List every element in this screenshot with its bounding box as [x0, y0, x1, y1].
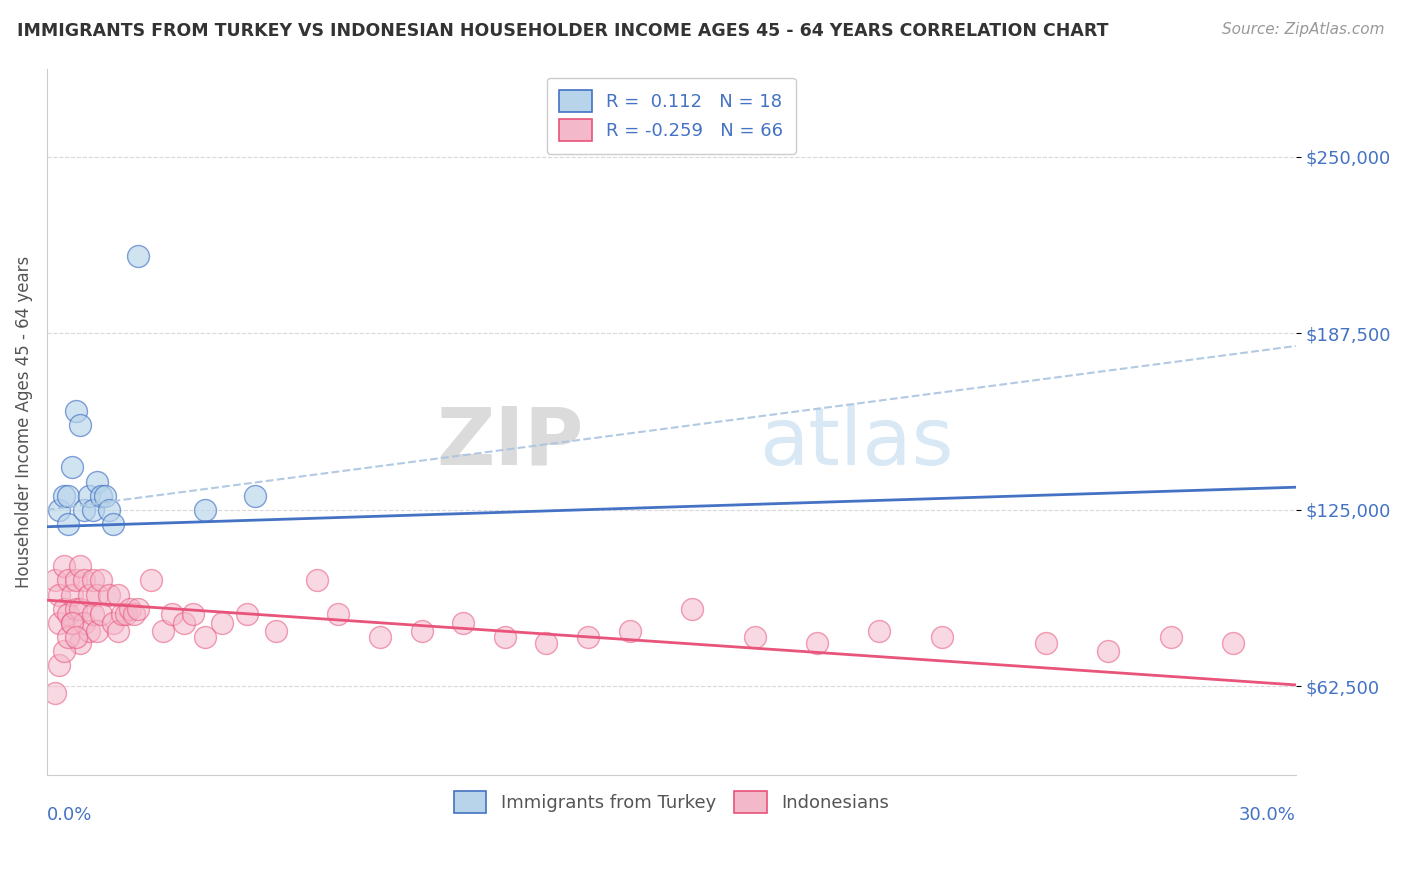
Point — [494, 630, 516, 644]
Point — [73, 615, 96, 630]
Point — [98, 503, 121, 517]
Point — [411, 624, 433, 639]
Point — [124, 607, 146, 622]
Point — [127, 601, 149, 615]
Point — [1097, 644, 1119, 658]
Point — [77, 624, 100, 639]
Point — [65, 601, 87, 615]
Point — [1035, 635, 1057, 649]
Point — [111, 607, 134, 622]
Point — [44, 686, 66, 700]
Point — [77, 588, 100, 602]
Point — [56, 607, 79, 622]
Text: 0.0%: 0.0% — [46, 806, 93, 824]
Point — [60, 460, 83, 475]
Point — [90, 574, 112, 588]
Point — [82, 607, 104, 622]
Point — [160, 607, 183, 622]
Point — [69, 418, 91, 433]
Point — [65, 404, 87, 418]
Point — [48, 588, 70, 602]
Point — [56, 489, 79, 503]
Legend: Immigrants from Turkey, Indonesians: Immigrants from Turkey, Indonesians — [444, 782, 898, 822]
Point — [69, 635, 91, 649]
Point — [181, 607, 204, 622]
Point — [65, 630, 87, 644]
Point — [127, 249, 149, 263]
Point — [69, 559, 91, 574]
Point — [243, 489, 266, 503]
Point — [681, 601, 703, 615]
Point — [65, 574, 87, 588]
Point — [52, 559, 75, 574]
Point — [103, 516, 125, 531]
Point — [115, 607, 138, 622]
Point — [1222, 635, 1244, 649]
Point — [60, 588, 83, 602]
Point — [86, 588, 108, 602]
Point — [86, 475, 108, 489]
Point — [619, 624, 641, 639]
Point — [52, 644, 75, 658]
Point — [52, 601, 75, 615]
Point — [52, 489, 75, 503]
Point — [194, 503, 217, 517]
Point — [56, 574, 79, 588]
Point — [139, 574, 162, 588]
Point — [86, 624, 108, 639]
Point — [48, 658, 70, 673]
Point — [56, 516, 79, 531]
Point — [69, 601, 91, 615]
Point — [194, 630, 217, 644]
Y-axis label: Householder Income Ages 45 - 64 years: Householder Income Ages 45 - 64 years — [15, 255, 32, 588]
Point — [103, 615, 125, 630]
Text: Source: ZipAtlas.com: Source: ZipAtlas.com — [1222, 22, 1385, 37]
Text: ZIP: ZIP — [437, 404, 583, 482]
Point — [328, 607, 350, 622]
Text: IMMIGRANTS FROM TURKEY VS INDONESIAN HOUSEHOLDER INCOME AGES 45 - 64 YEARS CORRE: IMMIGRANTS FROM TURKEY VS INDONESIAN HOU… — [17, 22, 1108, 40]
Point — [931, 630, 953, 644]
Point — [48, 503, 70, 517]
Point — [82, 574, 104, 588]
Point — [264, 624, 287, 639]
Point — [94, 489, 117, 503]
Point — [60, 615, 83, 630]
Point — [82, 503, 104, 517]
Point — [307, 574, 329, 588]
Point — [536, 635, 558, 649]
Point — [56, 630, 79, 644]
Point — [869, 624, 891, 639]
Point — [368, 630, 391, 644]
Point — [73, 503, 96, 517]
Point — [806, 635, 828, 649]
Point — [44, 574, 66, 588]
Text: 30.0%: 30.0% — [1239, 806, 1296, 824]
Point — [73, 574, 96, 588]
Point — [173, 615, 195, 630]
Text: atlas: atlas — [759, 404, 953, 482]
Point — [107, 624, 129, 639]
Point — [576, 630, 599, 644]
Point — [152, 624, 174, 639]
Point — [1160, 630, 1182, 644]
Point — [90, 489, 112, 503]
Point — [744, 630, 766, 644]
Point — [60, 615, 83, 630]
Point — [77, 489, 100, 503]
Point — [235, 607, 257, 622]
Point — [107, 588, 129, 602]
Point — [90, 607, 112, 622]
Point — [48, 615, 70, 630]
Point — [120, 601, 142, 615]
Point — [98, 588, 121, 602]
Point — [211, 615, 233, 630]
Point — [451, 615, 474, 630]
